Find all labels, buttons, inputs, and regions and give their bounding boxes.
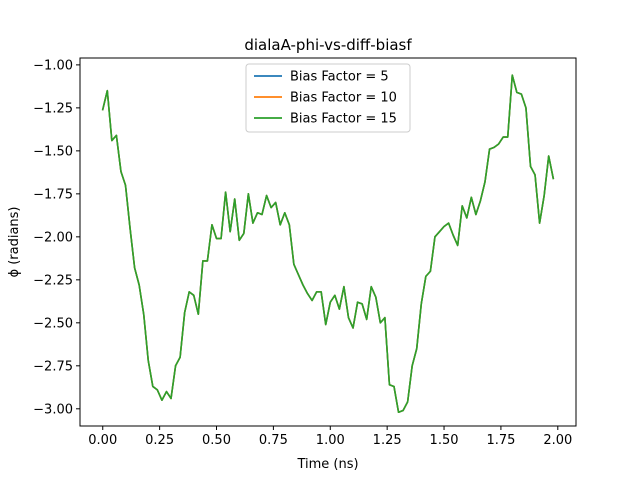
y-tick-label: −1.50: [33, 144, 73, 159]
x-tick-label: 1.00: [316, 433, 345, 448]
y-axis: −3.00 −2.75 −2.50 −2.25 −2.00 −1.75 −1.50 −1.25…: [33, 58, 80, 417]
legend-entry-3: Bias Factor = 15: [290, 112, 397, 127]
x-axis: 0.00 0.25 0.50 0.75 1.00 1.25 1.50 1.75 2.00: [88, 426, 572, 448]
y-tick-label: −1.75: [33, 187, 73, 202]
y-axis-label: ϕ (radians): [7, 206, 22, 277]
y-tick-label: −3.00: [33, 402, 73, 417]
x-tick-label: 1.25: [373, 433, 402, 448]
x-tick-label: 0.25: [145, 433, 174, 448]
x-tick-label: 0.00: [88, 433, 117, 448]
y-tick-label: −1.25: [33, 101, 73, 116]
legend: Bias Factor = 5 Bias Factor = 10 Bias Fact…: [245, 63, 411, 133]
legend-entry-2: Bias Factor = 10: [290, 91, 397, 106]
x-tick-label: 0.50: [202, 433, 231, 448]
chart-title: dialaA-phi-vs-diff-biasf: [244, 36, 412, 54]
x-tick-label: 0.75: [259, 433, 288, 448]
x-tick-label: 1.75: [486, 433, 515, 448]
legend-entry-1: Bias Factor = 5: [290, 70, 389, 85]
x-tick-label: 1.50: [430, 433, 459, 448]
x-axis-label: Time (ns): [296, 457, 358, 472]
series-layer: [101, 74, 555, 414]
series-line-3: [101, 74, 555, 414]
y-tick-label: −2.00: [33, 230, 73, 245]
y-tick-label: −1.00: [33, 58, 73, 73]
x-tick-label: 2.00: [543, 433, 572, 448]
y-tick-label: −2.25: [33, 273, 73, 288]
y-tick-label: −2.50: [33, 316, 73, 331]
legend-box: [245, 63, 411, 133]
plot-frame: [79, 57, 577, 427]
y-tick-label: −2.75: [33, 359, 73, 374]
